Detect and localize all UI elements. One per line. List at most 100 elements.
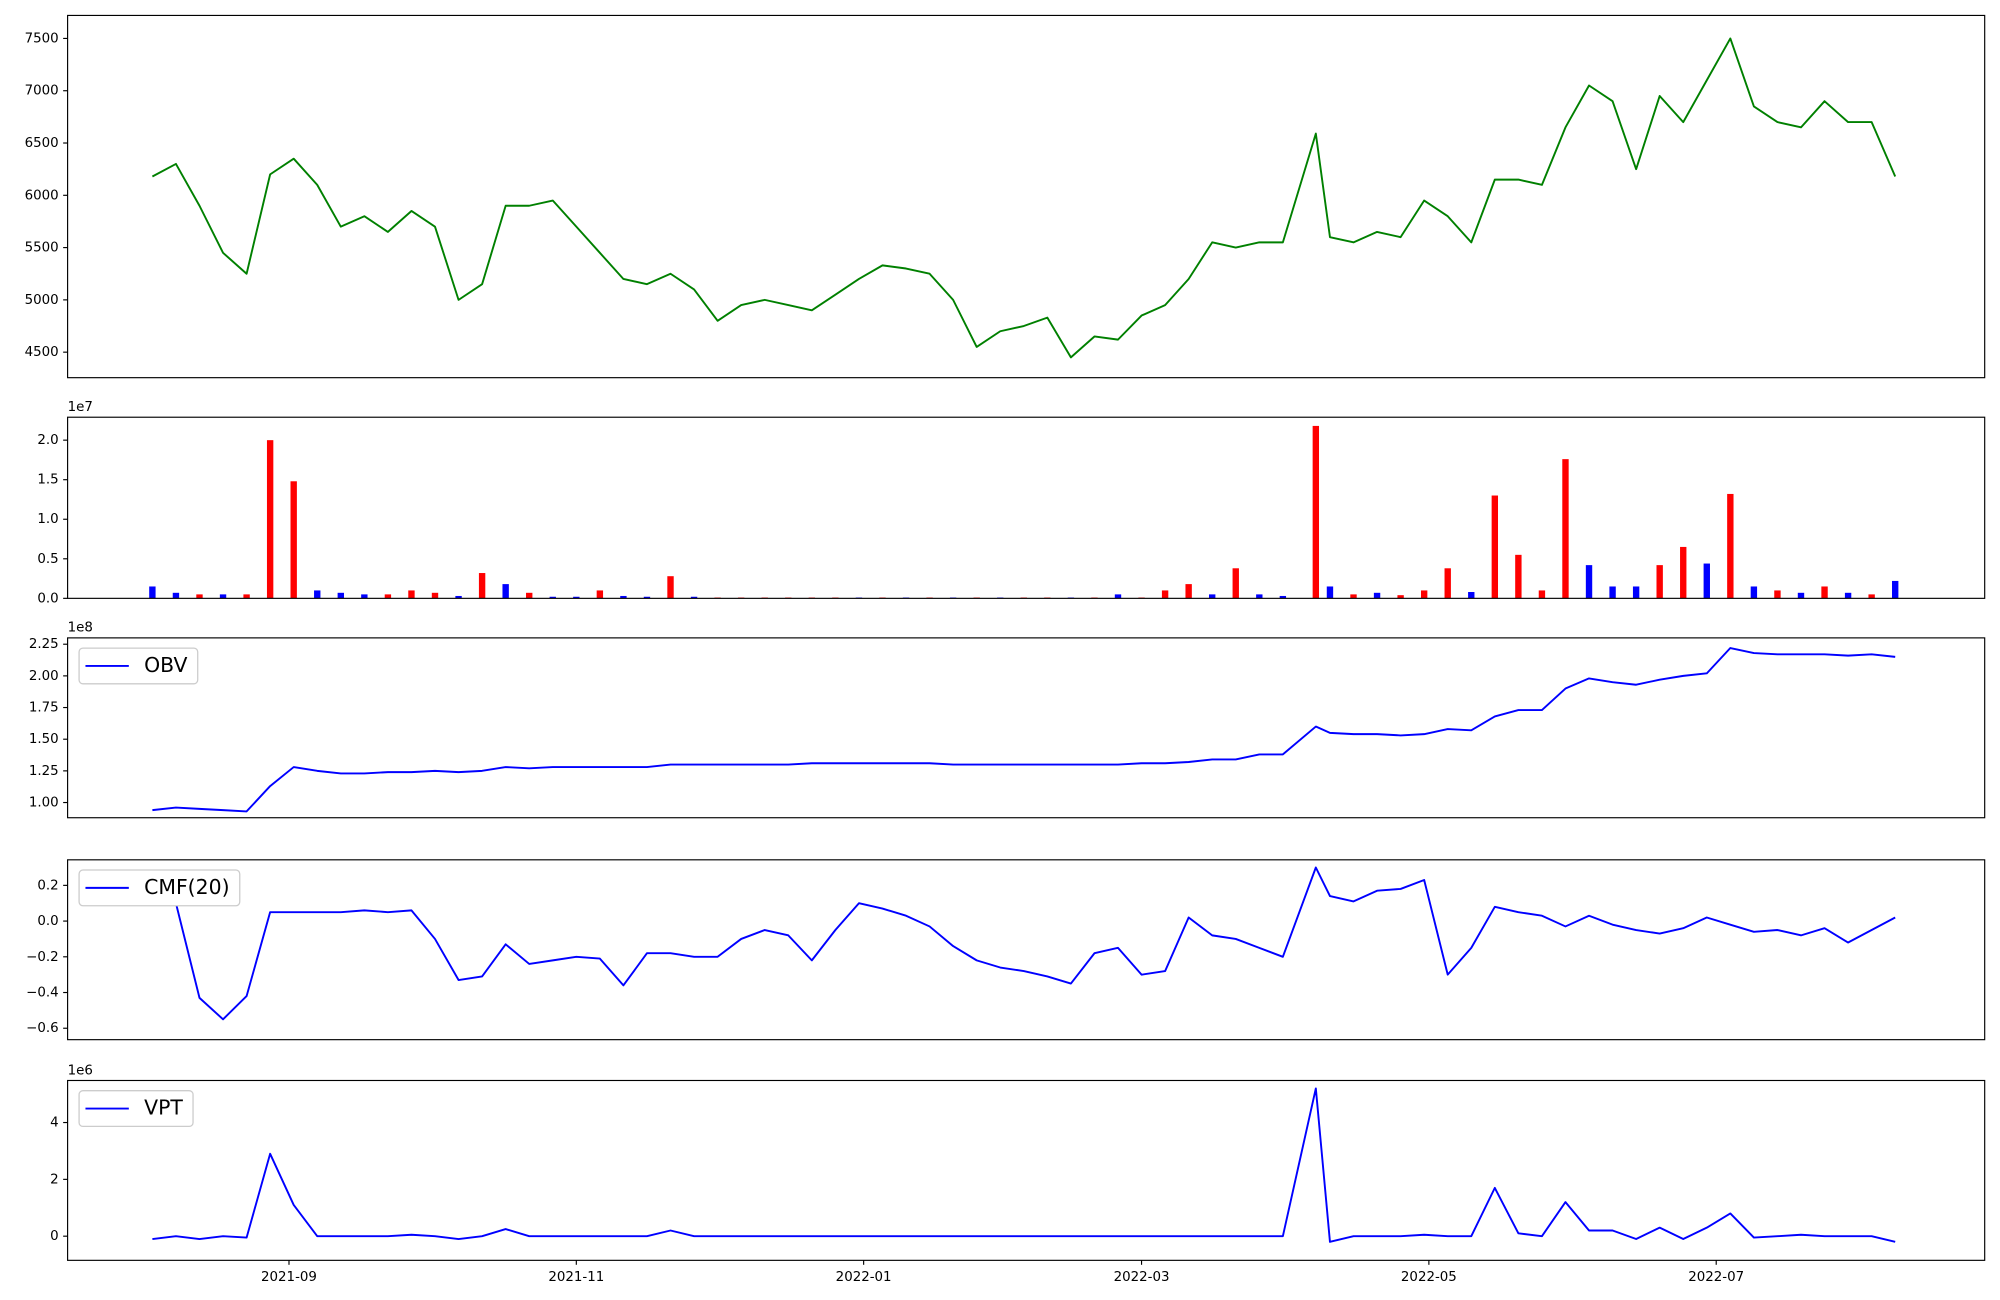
volume-bar: [314, 590, 321, 599]
legend-box: [78, 1090, 194, 1128]
volume-bar: [596, 590, 604, 599]
volume-bar: [1491, 495, 1499, 599]
x-tick-label: 2022-07: [1688, 1270, 1744, 1285]
y-tick-label: 2.0: [37, 433, 58, 448]
y-tick-label: 1.25: [29, 764, 59, 779]
y-tick-label: 6500: [25, 136, 59, 151]
volume-bar: [172, 592, 180, 599]
x-tick-label: 2022-01: [836, 1270, 892, 1285]
y-tick-label: −0.4: [26, 986, 58, 1001]
volume-bar: [1868, 594, 1875, 599]
volume-bar: [408, 590, 415, 599]
volume-bar: [266, 440, 274, 599]
volume-bar: [1774, 590, 1781, 599]
x-tick-label: 2022-05: [1401, 1270, 1457, 1285]
volume-bar: [384, 594, 392, 599]
y-tick-label: 2.25: [29, 637, 59, 652]
volume-bar: [502, 584, 509, 599]
y-tick-label: 5000: [25, 293, 59, 308]
volume-bar: [1538, 590, 1546, 599]
y-tick-label: 7500: [25, 31, 59, 46]
volume-bar: [1703, 563, 1710, 599]
y-tick-label: 0.5: [37, 552, 58, 567]
data-line: [152, 866, 1896, 1021]
y-tick-label: 1.00: [29, 796, 59, 811]
legend-box: [78, 647, 199, 685]
y-tick-label: −0.2: [26, 950, 58, 965]
offset-label: 1e7: [68, 400, 93, 415]
volume-bar: [1562, 459, 1569, 599]
volume-bar: [1444, 568, 1451, 599]
legend-label: OBV: [144, 653, 187, 677]
volume-bar: [1326, 586, 1334, 599]
volume-bar: [243, 594, 250, 599]
volume-bar: [1312, 425, 1320, 599]
volume-bar: [1114, 594, 1122, 599]
legend-label: VPT: [144, 1096, 183, 1120]
volume-bar: [1232, 568, 1239, 599]
y-tick-label: 0.0: [37, 914, 58, 929]
volume-bar: [1750, 586, 1758, 599]
volume-bar: [1420, 590, 1428, 599]
volume-bar: [219, 594, 227, 599]
volume-bar: [290, 481, 297, 599]
volume-bar: [620, 595, 627, 599]
offset-label: 1e8: [68, 621, 93, 636]
y-tick-label: 0.2: [37, 878, 58, 893]
volume-bar: [1821, 586, 1828, 599]
volume-bar: [1797, 592, 1805, 599]
volume-bar: [549, 596, 556, 599]
volume-bar: [1468, 592, 1475, 599]
volume-bar: [1279, 595, 1287, 599]
volume-bar: [1609, 586, 1616, 599]
volume-bar: [1373, 592, 1381, 599]
volume-bar: [1892, 580, 1899, 599]
volume-bar: [149, 586, 156, 599]
volume-bar: [526, 592, 533, 599]
y-tick-label: 4: [50, 1116, 59, 1131]
volume-bar: [690, 596, 698, 599]
y-tick-label: 2.00: [29, 669, 59, 684]
x-tick-label: 2021-09: [261, 1270, 317, 1285]
y-tick-label: 1.50: [29, 732, 59, 747]
y-tick-label: 1.0: [37, 512, 58, 527]
volume-bar: [1185, 584, 1192, 599]
y-tick-label: 6000: [25, 188, 59, 203]
data-line: [152, 647, 1896, 813]
data-line: [152, 1087, 1896, 1243]
y-tick-label: 5500: [25, 241, 59, 256]
legend-box: [78, 869, 241, 907]
plot-frame: [67, 859, 1986, 1041]
y-tick-label: 4500: [25, 345, 59, 360]
y-tick-label: 1.5: [37, 473, 58, 488]
y-tick-label: 2: [50, 1172, 59, 1187]
volume-bar: [196, 594, 203, 599]
volume-bar: [1515, 554, 1522, 599]
data-line: [151, 37, 1897, 359]
volume-bar: [667, 576, 674, 599]
legend-label: CMF(20): [144, 875, 229, 899]
volume-bar: [643, 596, 651, 599]
volume-bar: [478, 573, 486, 599]
volume-bar: [1844, 592, 1852, 599]
volume-bar: [1209, 594, 1216, 599]
volume-bar: [1632, 586, 1640, 599]
volume-bar: [1727, 493, 1734, 599]
volume-bar: [1161, 590, 1169, 599]
volume-bar: [1350, 594, 1357, 599]
y-tick-label: 0.0: [37, 591, 58, 606]
y-tick-label: −0.6: [26, 1021, 58, 1036]
volume-bar: [455, 595, 462, 599]
plot-frame: [67, 637, 1986, 819]
plot-frame: [67, 14, 1986, 379]
volume-bar: [1585, 565, 1593, 599]
volume-bar: [431, 592, 439, 599]
volume-bar: [337, 592, 344, 599]
y-tick-label: 7000: [25, 84, 59, 99]
y-tick-label: 1.75: [29, 701, 59, 716]
volume-bar: [1397, 595, 1404, 599]
x-tick-label: 2021-11: [548, 1270, 604, 1285]
volume-bar: [1680, 546, 1687, 599]
